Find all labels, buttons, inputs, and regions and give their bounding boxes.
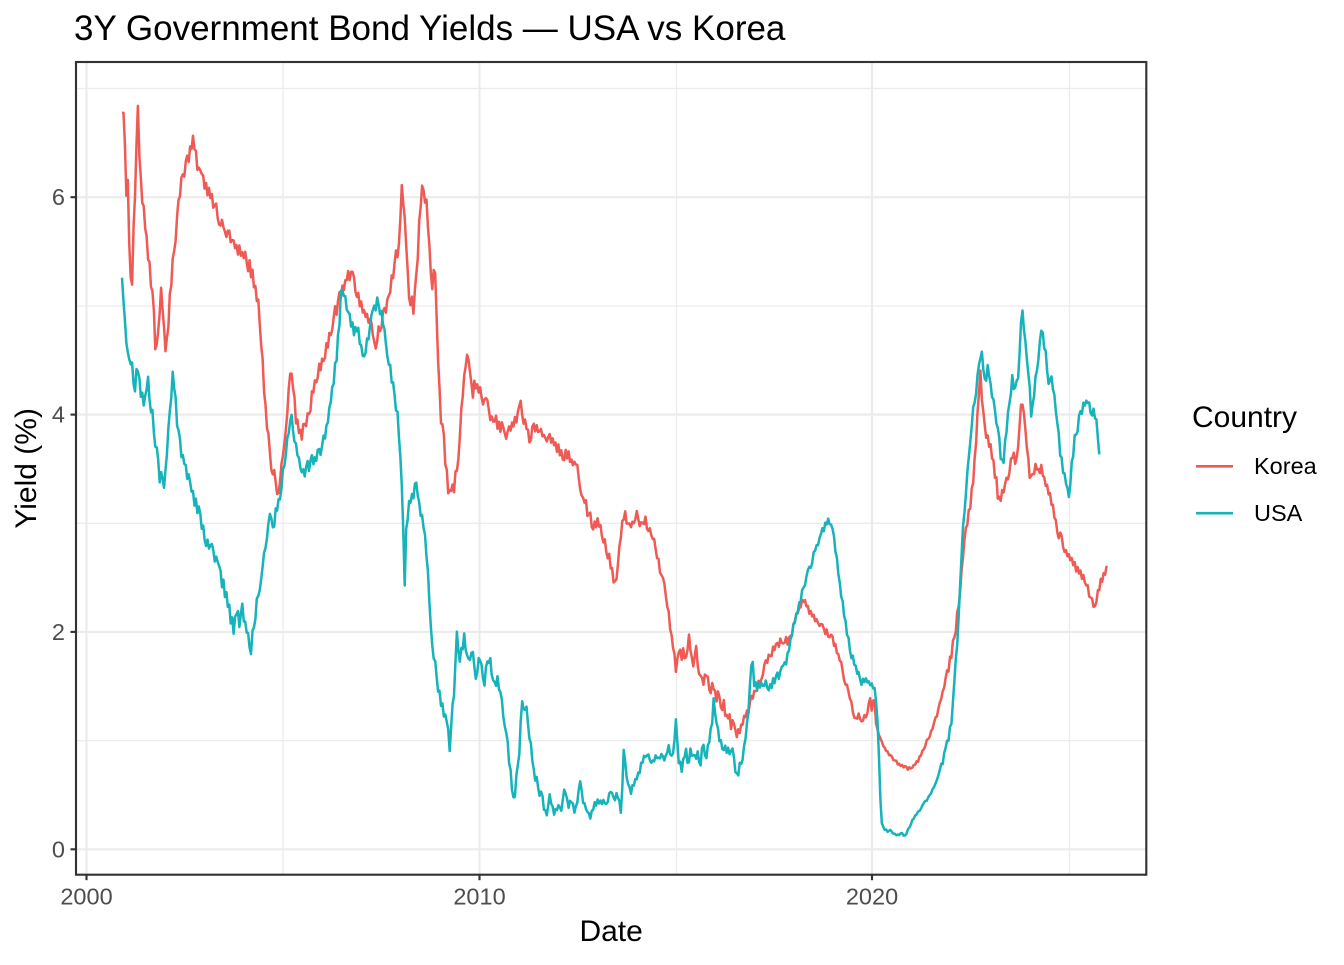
- svg-text:USA: USA: [1254, 500, 1303, 526]
- svg-text:4: 4: [52, 402, 65, 428]
- svg-text:3Y Government Bond Yields — US: 3Y Government Bond Yields — USA vs Korea: [74, 9, 786, 48]
- svg-text:2020: 2020: [846, 883, 898, 909]
- svg-text:2: 2: [52, 619, 65, 645]
- svg-text:2010: 2010: [453, 883, 505, 909]
- svg-text:0: 0: [52, 836, 65, 862]
- svg-text:Country: Country: [1192, 401, 1297, 434]
- svg-text:6: 6: [52, 184, 65, 210]
- svg-text:Korea: Korea: [1254, 453, 1318, 479]
- svg-text:2000: 2000: [60, 883, 112, 909]
- svg-text:Yield (%): Yield (%): [10, 408, 43, 529]
- svg-text:Date: Date: [579, 915, 642, 948]
